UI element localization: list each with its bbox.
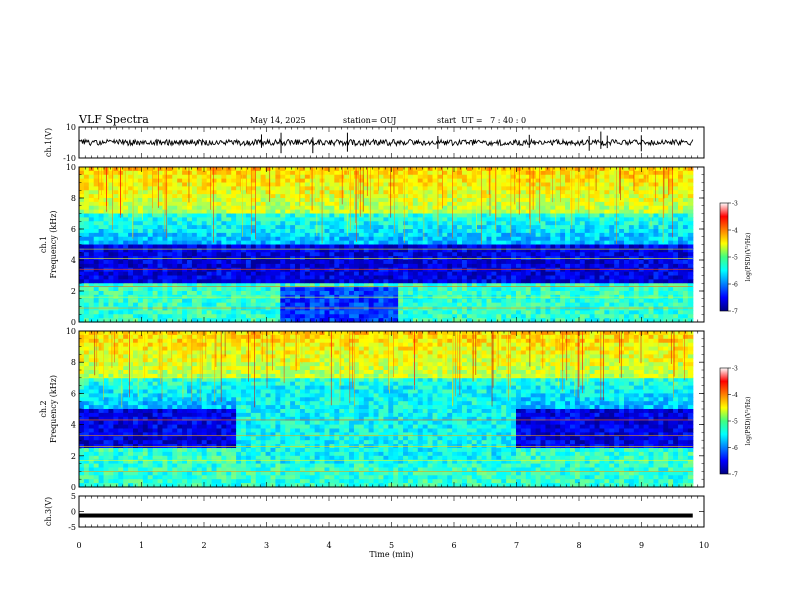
ytick-label: 8	[71, 358, 76, 367]
ytick-label: 2	[71, 287, 76, 296]
colorbar-tick-label: -4	[732, 392, 738, 399]
ytick-label: 8	[71, 194, 76, 203]
xtick-label: 6	[451, 541, 456, 550]
ytick-label: 0	[71, 318, 76, 327]
colorbar-tick-label: -4	[732, 228, 738, 235]
xtick-label: 8	[576, 541, 581, 550]
colorbar-tick-label: -6	[732, 445, 738, 452]
ytick-label: 6	[71, 225, 76, 234]
xtick-label: 7	[514, 541, 519, 550]
ch2-spec-ylabel-bottom: Frequency (kHz)	[49, 375, 58, 443]
colorbar-tick-label: -7	[732, 309, 738, 316]
ch1-spec-ylabel-bottom: Frequency (kHz)	[49, 210, 58, 278]
ch2-spec-ylabel-top: ch.2	[39, 400, 48, 417]
xtick-label: 4	[326, 541, 331, 550]
ytick-label: 0	[71, 483, 76, 492]
ch1-colorbar	[719, 202, 729, 312]
ch3-waveform	[79, 513, 693, 518]
xtick-label: 3	[264, 541, 269, 550]
colorbar-tick-label: -5	[732, 255, 738, 262]
colorbar-tick-label: -3	[732, 366, 738, 373]
ch2-colorbar	[719, 367, 729, 475]
ytick-label: 6	[71, 389, 76, 398]
figure-title: VLF Spectra	[79, 113, 149, 126]
ch3-ylabel: ch.3(V)	[44, 497, 53, 526]
ytick-label: -10	[63, 154, 76, 163]
ytick-label: 10	[66, 163, 76, 172]
ch1-spec-ylabel-top: ch.1	[39, 236, 48, 253]
colorbar-tick-label: -5	[732, 419, 738, 426]
date-label: May 14, 2025	[250, 116, 306, 125]
spectrogram-ch2	[79, 331, 694, 488]
ytick-label: -5	[68, 523, 76, 532]
colorbar-tick-label: -6	[732, 282, 738, 289]
ytick-label: 10	[66, 123, 76, 132]
colorbar-label: log(PSD)(V²/Hz)	[745, 233, 752, 282]
xaxis-label: Time (min)	[369, 550, 413, 559]
start-time-label: start UT = 7 : 40 : 0	[437, 116, 527, 125]
ytick-label: 0	[71, 508, 76, 517]
spectrogram-ch1	[78, 167, 694, 323]
ytick-label: 4	[71, 421, 76, 430]
ytick-label: 4	[71, 256, 76, 265]
ytick-label: 10	[66, 327, 76, 336]
colorbar-tick-label: -7	[732, 472, 738, 479]
ch1-ylabel: ch.1(V)	[44, 128, 53, 157]
ch1-waveform	[78, 131, 694, 154]
ytick-label: 5	[71, 492, 76, 501]
colorbar-label: log(PSD)(V²/Hz)	[745, 397, 752, 446]
xtick-label: 5	[389, 541, 394, 550]
xtick-label: 9	[639, 541, 644, 550]
xtick-label: 0	[76, 541, 81, 550]
station-label: station= OUJ	[343, 116, 397, 125]
xtick-label: 1	[139, 541, 144, 550]
ytick-label: 2	[71, 452, 76, 461]
xtick-label: 10	[699, 541, 709, 550]
xtick-label: 2	[201, 541, 206, 550]
colorbar-tick-label: -3	[732, 201, 738, 208]
